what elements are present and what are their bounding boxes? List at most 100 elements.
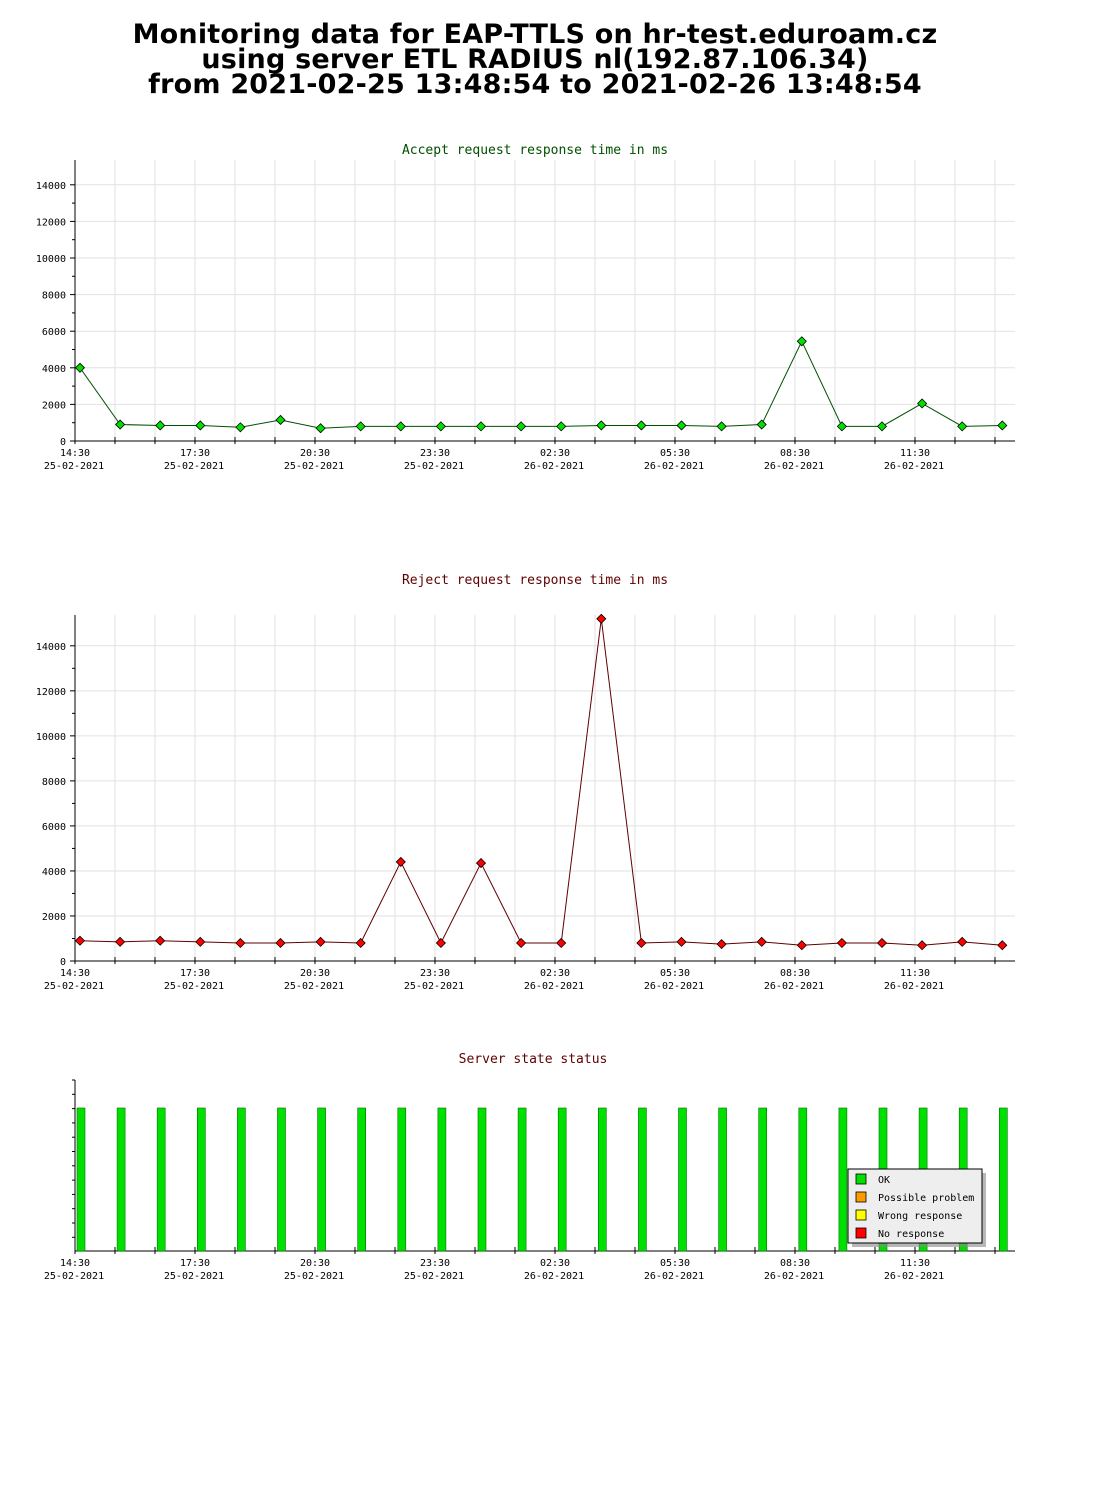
x-tick-date-label: 25-02-2021 <box>44 461 104 472</box>
x-tick-date-label: 25-02-2021 <box>404 461 464 472</box>
x-tick-time-label: 20:30 <box>300 448 330 459</box>
reject-data-point <box>716 939 727 950</box>
y-tick-label: 10000 <box>36 254 66 265</box>
accept-data-point <box>957 421 968 432</box>
chart-title: Server state status <box>459 1052 608 1067</box>
accept-data-point <box>275 414 286 426</box>
status-bar <box>477 1107 487 1252</box>
accept-data-point <box>475 421 487 432</box>
accept-data-point <box>395 421 406 432</box>
status-bar <box>277 1107 286 1252</box>
y-tick-label: 12000 <box>36 687 66 698</box>
status-bar <box>317 1107 326 1252</box>
chart-title: Reject request response time in ms <box>402 573 668 588</box>
reject-data-point <box>475 857 487 869</box>
y-tick-label: 6000 <box>42 822 66 833</box>
status-bar <box>197 1107 206 1252</box>
x-tick-time-label: 14:30 <box>60 968 90 979</box>
x-tick-date-label: 26-02-2021 <box>764 981 824 992</box>
x-tick-time-label: 05:30 <box>660 968 690 979</box>
x-tick-date-label: 25-02-2021 <box>284 461 344 472</box>
series-line <box>79 618 1003 946</box>
x-tick-time-label: 23:30 <box>420 1258 450 1269</box>
x-tick-date-label: 26-02-2021 <box>764 461 824 472</box>
y-tick-label: 8000 <box>42 777 66 788</box>
y-tick-label: 4000 <box>42 364 66 375</box>
x-tick-time-label: 14:30 <box>60 1258 90 1269</box>
x-tick-time-label: 20:30 <box>300 1258 330 1269</box>
status-bar <box>557 1107 567 1252</box>
x-tick-date-label: 25-02-2021 <box>44 1271 104 1282</box>
status-bar <box>758 1107 768 1252</box>
reject-data-point <box>516 937 527 949</box>
accept-data-point <box>516 421 527 432</box>
accept-response-chart: Accept request response time in ms 0 2000 4… <box>36 143 1015 472</box>
x-tick-time-label: 14:30 <box>60 448 90 459</box>
y-tick-label: 14000 <box>36 642 66 653</box>
accept-data-point <box>315 423 326 434</box>
status-bar <box>597 1107 607 1252</box>
x-tick-time-label: 02:30 <box>540 968 570 979</box>
y-tick-label: 2000 <box>42 400 66 411</box>
accept-data-point <box>596 420 607 431</box>
legend-box <box>847 1168 983 1244</box>
series-line <box>79 340 1003 429</box>
legend-swatch <box>855 1209 867 1221</box>
legend-label: Wrong response <box>878 1211 962 1222</box>
x-tick-time-label: 08:30 <box>780 1258 810 1269</box>
reject-data-point <box>155 935 166 946</box>
x-tick-date-label: 25-02-2021 <box>404 1271 464 1282</box>
status-bar <box>798 1107 808 1252</box>
y-tick-label: 10000 <box>36 732 66 743</box>
legend-swatch <box>855 1173 867 1185</box>
status-bar <box>237 1107 246 1252</box>
reject-data-point <box>836 937 847 949</box>
accept-data-point <box>155 420 166 431</box>
status-legend: OK Possible problem Wrong response No respo… <box>847 1168 986 1247</box>
x-tick-time-label: 11:30 <box>900 968 930 979</box>
y-tick-label: 2000 <box>42 912 66 923</box>
legend-label: OK <box>878 1175 890 1186</box>
x-tick-time-label: 02:30 <box>540 1258 570 1269</box>
report-title: Monitoring data for EAP-TTLS on hr-test.… <box>0 19 1070 98</box>
x-tick-time-label: 05:30 <box>660 448 690 459</box>
reject-data-point <box>957 936 968 947</box>
accept-data-point <box>556 421 567 432</box>
accept-data-point <box>716 421 727 432</box>
x-tick-date-label: 26-02-2021 <box>524 981 584 992</box>
reject-data-point <box>275 937 286 949</box>
legend-swatch <box>855 1227 867 1239</box>
x-tick-time-label: 11:30 <box>900 1258 930 1269</box>
x-tick-time-label: 17:30 <box>180 448 210 459</box>
title-line-1: Monitoring data for EAP-TTLS on hr-test.… <box>132 19 938 50</box>
x-tick-time-label: 23:30 <box>420 968 450 979</box>
status-bar <box>678 1107 687 1252</box>
reject-data-point <box>115 936 126 947</box>
status-bar <box>437 1107 447 1252</box>
legend-label: No response <box>878 1229 944 1240</box>
x-tick-time-label: 08:30 <box>780 448 810 459</box>
x-tick-date-label: 25-02-2021 <box>164 981 224 992</box>
reject-data-point <box>195 936 206 947</box>
y-tick-label: 12000 <box>36 217 66 228</box>
x-tick-time-label: 11:30 <box>900 448 930 459</box>
accept-data-point <box>836 421 847 432</box>
x-tick-time-label: 02:30 <box>540 448 570 459</box>
title-line-2: using server ETL RADIUS nl(192.87.106.34… <box>201 44 869 75</box>
x-tick-date-label: 25-02-2021 <box>284 1271 344 1282</box>
x-tick-time-label: 08:30 <box>780 968 810 979</box>
reject-data-point <box>636 937 647 949</box>
accept-data-point <box>756 419 767 430</box>
x-tick-date-label: 26-02-2021 <box>884 461 944 472</box>
status-bar <box>156 1107 166 1252</box>
x-tick-date-label: 26-02-2021 <box>644 461 704 472</box>
accept-data-point <box>636 420 647 431</box>
status-bar <box>517 1107 527 1252</box>
reject-data-point <box>556 937 567 949</box>
status-bar <box>638 1107 647 1252</box>
status-bar <box>838 1107 848 1252</box>
reject-data-point <box>796 940 807 951</box>
x-tick-date-label: 26-02-2021 <box>524 461 584 472</box>
accept-data-point <box>115 419 126 430</box>
x-tick-date-label: 25-02-2021 <box>164 461 224 472</box>
